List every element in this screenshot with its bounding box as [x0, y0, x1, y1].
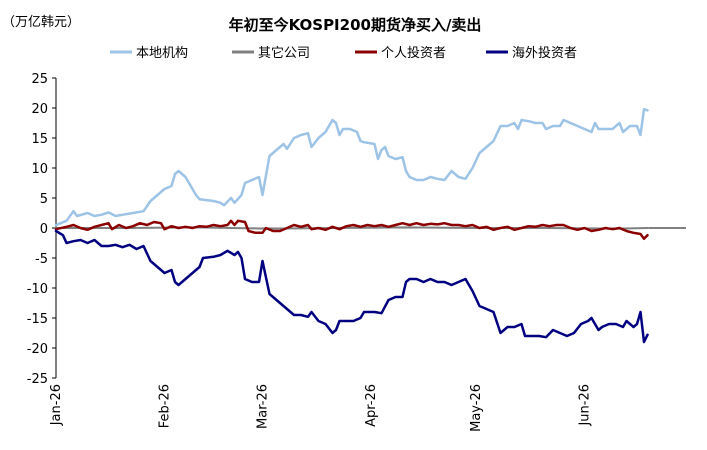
x-tick-label: Jan-26 [49, 384, 64, 426]
legend-label: 其它公司 [258, 45, 310, 61]
y-tick-label: 25 [31, 72, 48, 87]
x-tick-label: Mar-26 [256, 384, 271, 429]
y-tick-label: 15 [31, 132, 48, 147]
legend-label: 海外投资者 [512, 45, 577, 61]
y-tick-label: -25 [27, 372, 48, 387]
series-line [54, 107, 649, 227]
y-tick-label: 0 [40, 222, 48, 237]
x-tick-label: Apr-26 [364, 384, 379, 427]
x-tick-label: Jun-26 [578, 384, 593, 427]
y-tick-label: -5 [35, 252, 48, 267]
series-line [55, 226, 649, 230]
y-tick-label: -15 [27, 312, 48, 327]
x-tick-label: Feb-26 [158, 384, 173, 428]
series-line [54, 229, 649, 344]
y-tick-label: -20 [27, 342, 48, 357]
unit-label: （万亿韩元） [2, 15, 81, 30]
chart-title: 年初至今KOSPI200期货净买入/卖出 [229, 16, 482, 34]
series-line [54, 219, 649, 241]
x-tick-label: May-26 [469, 384, 484, 432]
y-tick-label: 10 [31, 162, 48, 177]
legend: 本地机构 其它公司 个人投资者 海外投资者 [110, 45, 577, 61]
legend-label: 本地机构 [136, 46, 188, 61]
y-tick-label: 20 [31, 102, 48, 117]
y-tick-label: -10 [27, 282, 48, 297]
legend-label: 个人投资者 [381, 45, 446, 61]
y-tick-label: 5 [40, 192, 48, 207]
